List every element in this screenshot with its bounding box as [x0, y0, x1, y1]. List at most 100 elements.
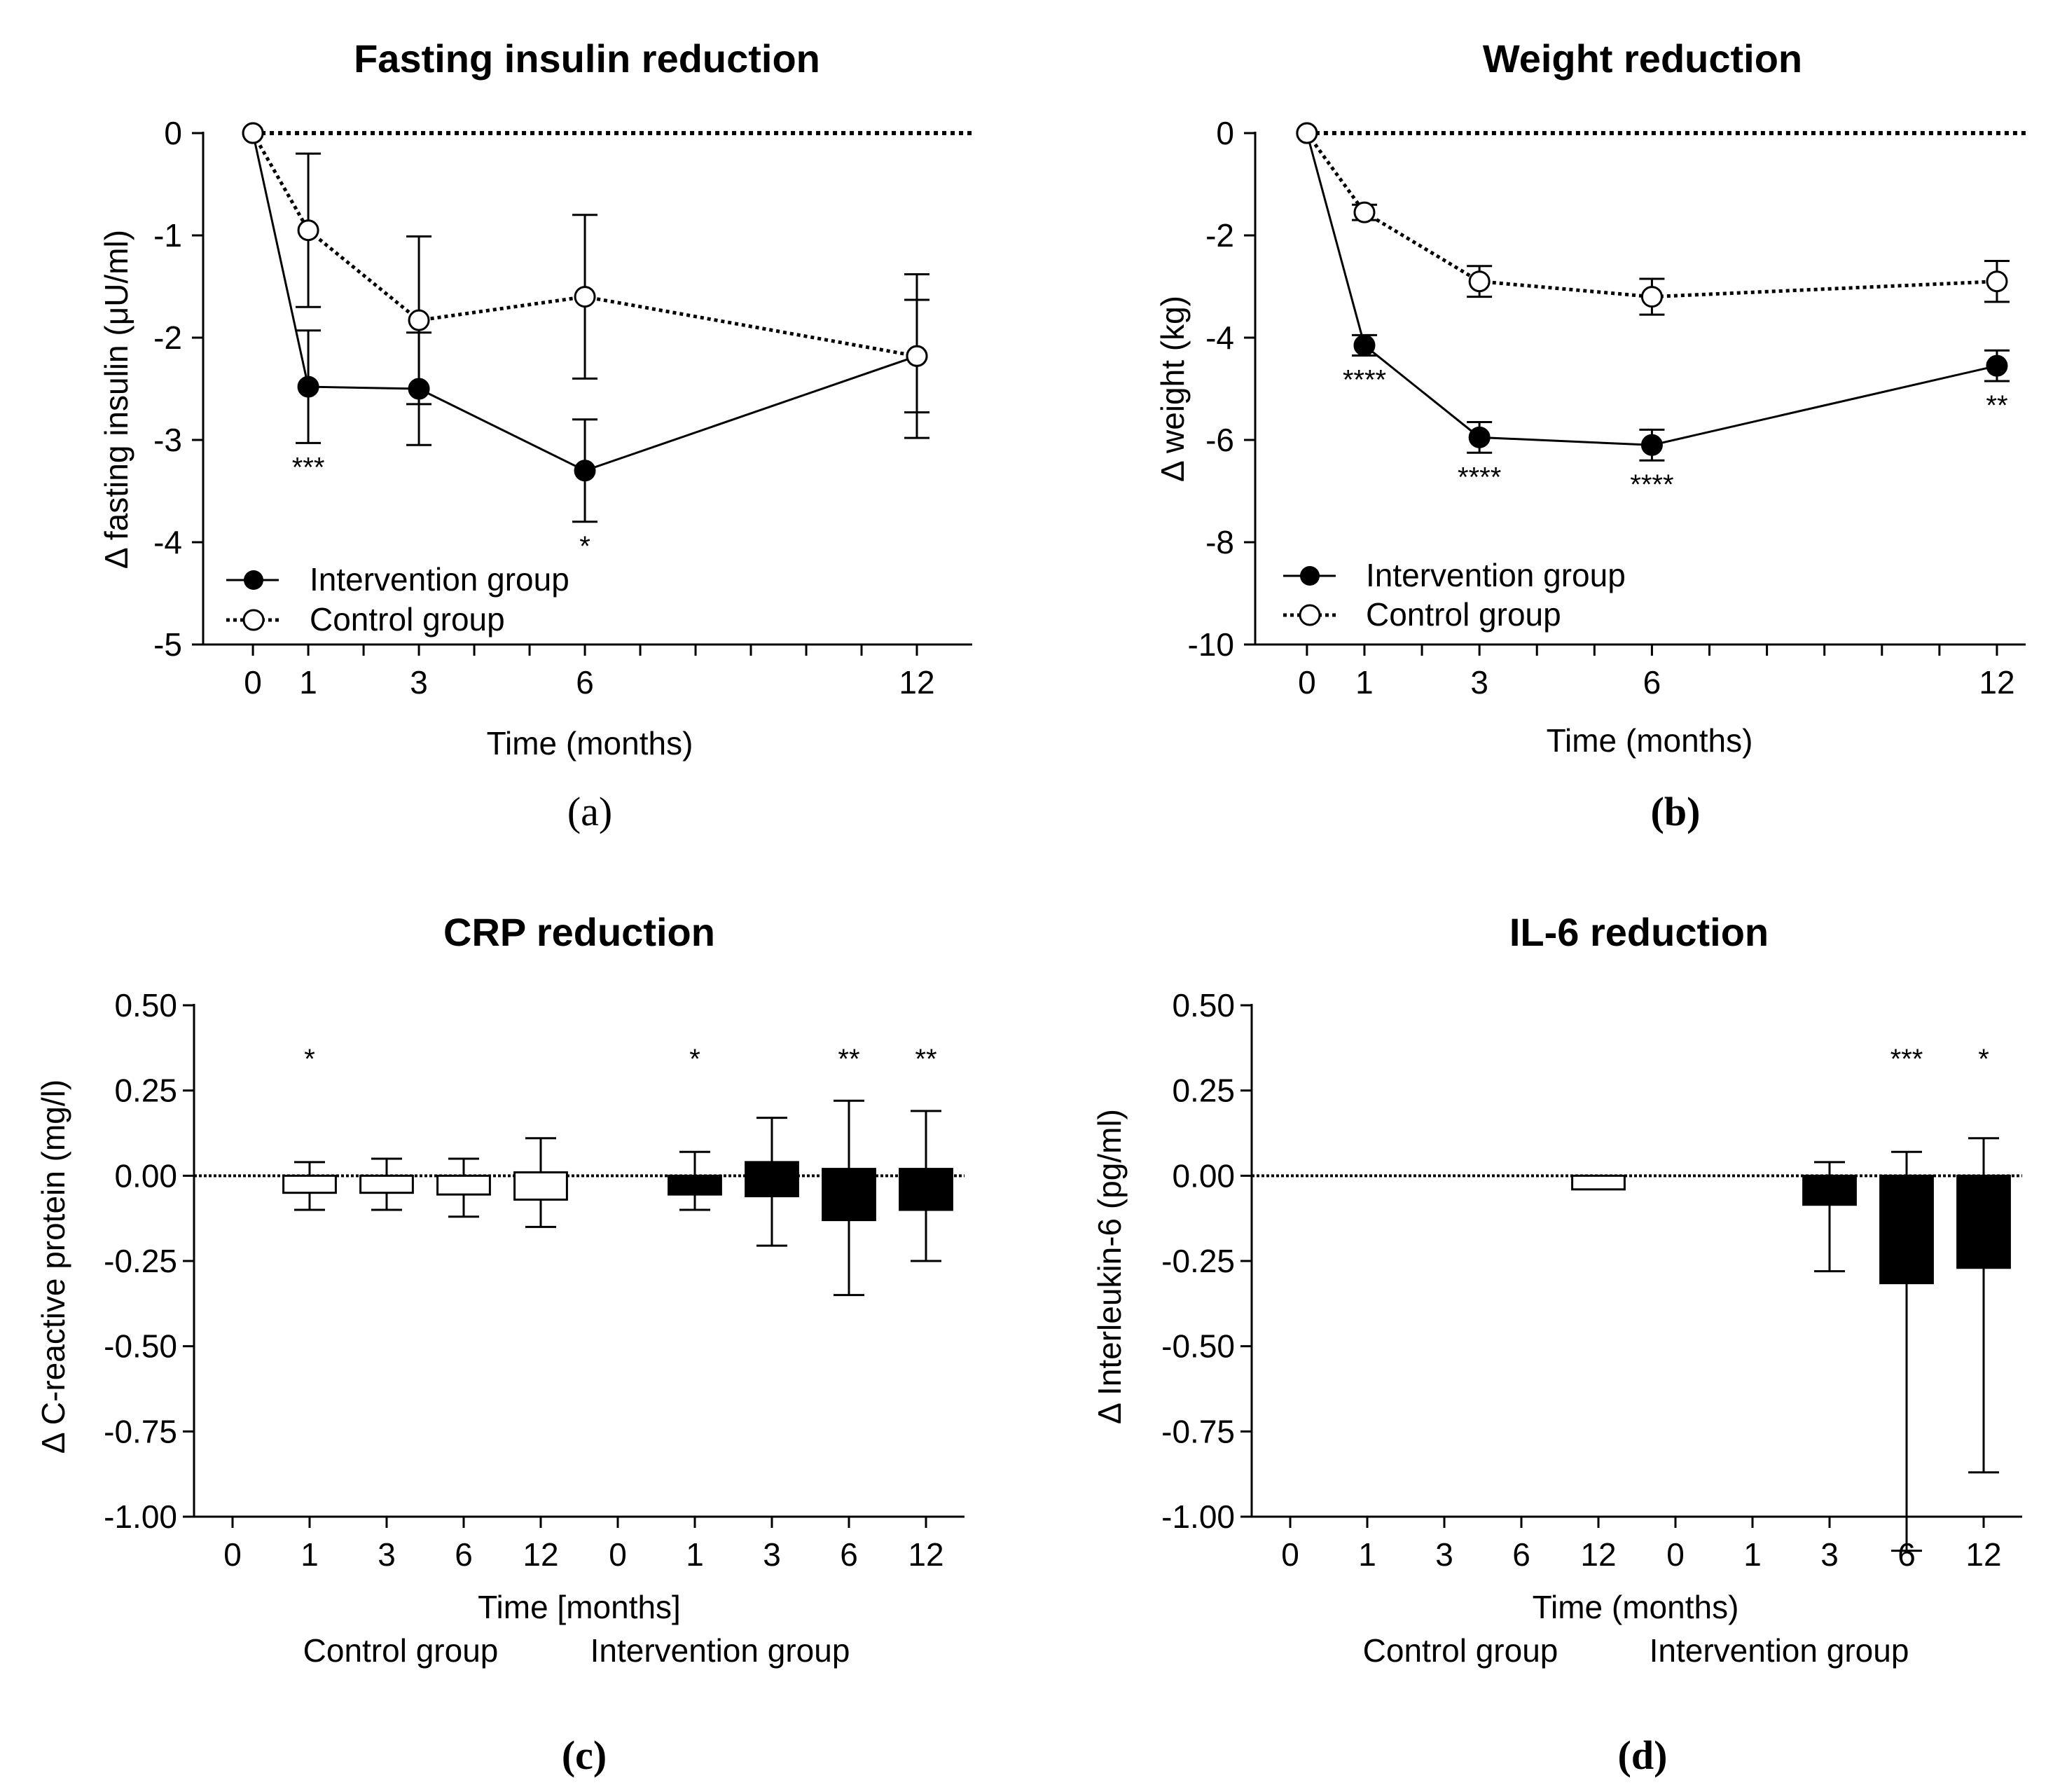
- d-xtick-label: 12: [1580, 1536, 1616, 1573]
- panel-b-weight: Weight reduction Time (months) Δ weight …: [1154, 36, 2026, 834]
- c-significance-marker: *: [689, 1044, 700, 1075]
- c-bar-control: [436, 1174, 491, 1196]
- panel-d-ylabel: Δ Interleukin-6 (pg/ml): [1091, 1109, 1128, 1424]
- c-ytick-label: -1.00: [104, 1498, 177, 1535]
- c-xtick-label: 0: [223, 1536, 242, 1573]
- c-bar-control: [359, 1174, 414, 1194]
- c-bar-control: [513, 1171, 568, 1201]
- c-ytick-label: 0.25: [114, 1073, 177, 1109]
- panel-a-fasting-insulin: Fasting insulin reduction Time (months) …: [98, 36, 972, 834]
- legend-a-intervention-marker: [244, 570, 263, 590]
- c-bar-intervention: [668, 1174, 722, 1196]
- a-intervention-point: [297, 375, 319, 398]
- panel-b-title: Weight reduction: [1483, 36, 1802, 81]
- d-bar-control: [1571, 1174, 1626, 1191]
- a-control-point: [297, 219, 319, 242]
- panel-a-legend: Intervention group Control group: [226, 561, 569, 637]
- b-ytick-label: -10: [1188, 626, 1234, 663]
- legend-b-control-marker: [1299, 604, 1321, 626]
- a-intervention-point: [574, 460, 596, 482]
- legend-b-intervention-marker: [1300, 566, 1320, 586]
- panel-d-label: (d): [1618, 1732, 1668, 1778]
- d-xtick-label: 0: [1281, 1536, 1299, 1573]
- panel-a-xlabel: Time (months): [487, 725, 693, 761]
- d-significance-marker: ***: [1890, 1044, 1923, 1075]
- a-ytick-label: -2: [153, 319, 182, 356]
- a-control-point: [574, 286, 596, 308]
- b-intervention-point: [1640, 434, 1663, 456]
- d-xtick-label: 0: [1666, 1536, 1685, 1573]
- d-bar-intervention: [1802, 1174, 1857, 1206]
- b-xtick-label: 12: [1979, 664, 2014, 701]
- c-ytick-label: -0.50: [104, 1328, 177, 1365]
- panel-c-xlabel: Time [months]: [478, 1589, 681, 1625]
- a-ytick-label: -1: [153, 217, 182, 254]
- b-significance-marker: ****: [1343, 365, 1386, 396]
- legend-b-intervention-label: Intervention group: [1366, 557, 1626, 593]
- d-bar-intervention: [1879, 1174, 1934, 1285]
- a-control-point: [242, 122, 264, 144]
- c-xtick-label: 1: [300, 1536, 319, 1573]
- c-xtick-label: 0: [609, 1536, 627, 1573]
- d-ytick-label: -0.25: [1161, 1243, 1235, 1279]
- panel-c-title: CRP reduction: [443, 910, 715, 954]
- legend-b-control-label: Control group: [1366, 596, 1561, 633]
- d-xtick-label: 6: [1512, 1536, 1530, 1573]
- b-control-point: [1986, 270, 2008, 293]
- c-ytick-label: -0.75: [104, 1413, 177, 1449]
- b-ytick-label: -6: [1205, 422, 1234, 458]
- c-xtick-label: 1: [686, 1536, 704, 1573]
- b-significance-marker: **: [1986, 390, 2007, 421]
- panel-c-ylabel: Δ C-reactive protein (mg/l): [35, 1080, 71, 1454]
- c-bar-control: [282, 1174, 337, 1194]
- b-intervention-point: [1353, 334, 1376, 357]
- d-significance-marker: *: [1978, 1044, 1989, 1075]
- panel-d-xlabel: Time (months): [1533, 1589, 1739, 1625]
- d-bar-intervention: [1956, 1174, 2011, 1269]
- b-control-point: [1640, 286, 1663, 308]
- a-significance-marker: ***: [292, 452, 325, 483]
- panel-b-xlabel: Time (months): [1547, 722, 1753, 759]
- b-xtick-label: 6: [1643, 664, 1661, 701]
- b-ytick-label: 0: [1216, 115, 1234, 151]
- a-xtick-label: 1: [299, 664, 317, 701]
- c-bar-intervention: [822, 1168, 876, 1222]
- panel-a-ylabel: Δ fasting insulin (μU/ml): [98, 230, 134, 569]
- b-ytick-label: -8: [1205, 524, 1234, 560]
- c-significance-marker: *: [304, 1044, 315, 1075]
- d-ytick-label: -0.75: [1161, 1413, 1235, 1449]
- a-xtick-label: 3: [410, 664, 428, 701]
- a-xtick-label: 0: [244, 664, 262, 701]
- b-xtick-label: 3: [1470, 664, 1488, 701]
- a-control-point: [408, 309, 430, 331]
- c-xtick-label: 6: [840, 1536, 858, 1573]
- d-xtick-label: 12: [1965, 1536, 2001, 1573]
- b-control-point: [1296, 122, 1318, 144]
- d-ytick-label: 0.50: [1172, 987, 1235, 1023]
- b-control-point: [1353, 201, 1376, 223]
- a-xtick-label: 12: [899, 664, 934, 701]
- c-ytick-label: 0.00: [114, 1157, 177, 1194]
- d-ytick-label: 0.25: [1172, 1073, 1235, 1109]
- legend-a-control-label: Control group: [310, 601, 505, 637]
- b-control-point: [1468, 270, 1491, 293]
- legend-a-intervention-label: Intervention group: [310, 561, 569, 598]
- a-ytick-label: -4: [153, 524, 182, 560]
- c-xtick-label: 12: [523, 1536, 558, 1573]
- d-xtick-label: 1: [1358, 1536, 1376, 1573]
- a-ytick-label: -5: [153, 626, 182, 663]
- c-bar-intervention: [745, 1161, 799, 1198]
- d-xtick-label: 1: [1743, 1536, 1762, 1573]
- c-xtick-label: 12: [908, 1536, 943, 1573]
- d-ytick-label: -0.50: [1161, 1328, 1235, 1365]
- b-xtick-label: 0: [1298, 664, 1316, 701]
- d-ytick-label: 0.00: [1172, 1157, 1235, 1194]
- a-significance-marker: *: [579, 531, 590, 562]
- legend-a-control-marker: [242, 609, 265, 631]
- panel-c-group-control: Control group: [303, 1632, 499, 1669]
- panel-a-label: (a): [567, 789, 612, 834]
- c-xtick-label: 3: [378, 1536, 396, 1573]
- panel-b-ylabel: Δ weight (kg): [1154, 296, 1191, 482]
